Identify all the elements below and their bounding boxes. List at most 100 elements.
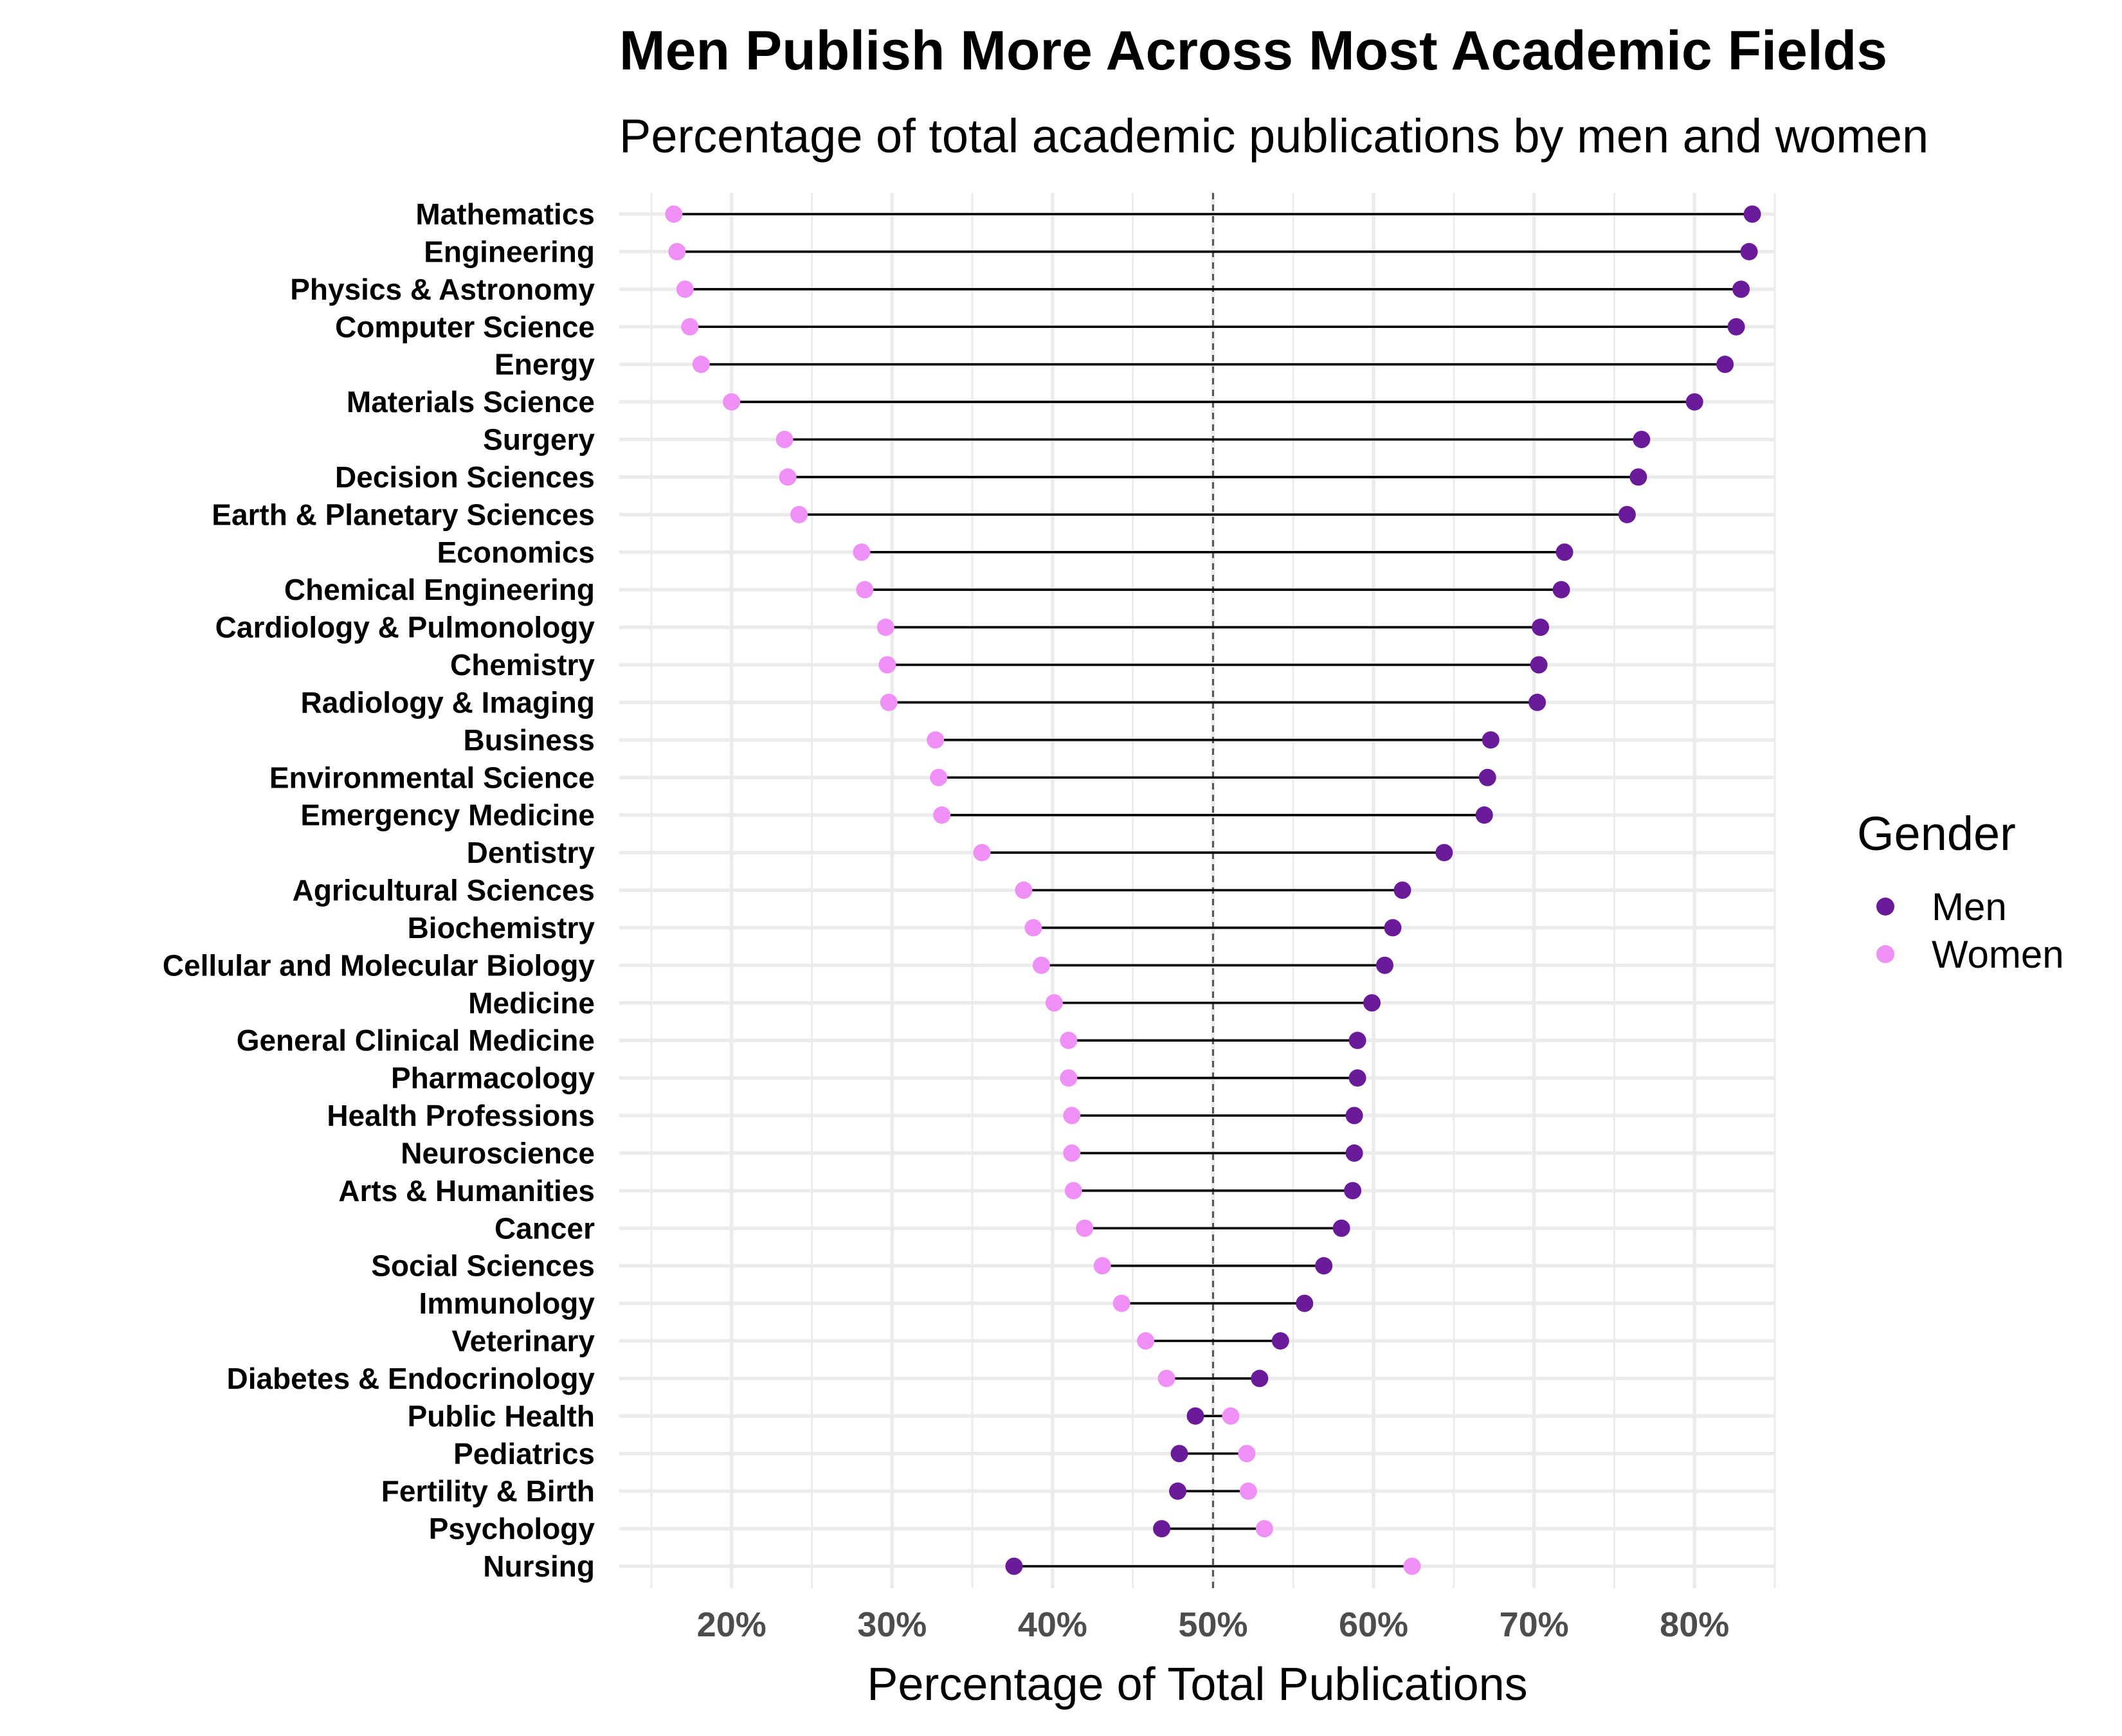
legend-items: Men Women bbox=[1876, 885, 2064, 976]
point-women bbox=[1064, 1182, 1082, 1200]
y-tick-label: Emergency Medicine bbox=[300, 799, 595, 832]
point-women bbox=[1063, 1107, 1081, 1125]
y-tick-label: Cardiology & Pulmonology bbox=[215, 611, 595, 644]
point-women bbox=[878, 656, 896, 674]
point-women bbox=[1060, 1031, 1078, 1049]
y-tick-label: Business bbox=[463, 723, 595, 757]
y-tick-label: Public Health bbox=[408, 1399, 595, 1433]
point-women bbox=[1239, 1482, 1257, 1500]
point-women bbox=[973, 844, 991, 862]
point-men bbox=[1344, 1182, 1362, 1200]
point-men bbox=[1528, 693, 1546, 711]
y-tick-label: Cellular and Molecular Biology bbox=[163, 948, 595, 982]
chart-title: Men Publish More Across Most Academic Fi… bbox=[619, 20, 1887, 82]
point-men bbox=[1740, 242, 1758, 260]
point-women bbox=[790, 505, 808, 523]
point-women bbox=[1112, 1294, 1130, 1312]
point-men bbox=[1629, 468, 1647, 486]
x-tick-label: 30% bbox=[857, 1605, 927, 1644]
point-women bbox=[692, 356, 710, 374]
point-men bbox=[1727, 318, 1745, 336]
point-men bbox=[1345, 1144, 1363, 1162]
point-men bbox=[1271, 1332, 1289, 1350]
y-tick-label: Energy bbox=[494, 348, 595, 381]
point-women bbox=[927, 731, 945, 749]
point-men bbox=[1478, 768, 1496, 786]
point-women bbox=[933, 806, 951, 824]
y-tick-label: Dentistry bbox=[467, 836, 595, 869]
point-men bbox=[1435, 844, 1453, 862]
point-men bbox=[1315, 1257, 1333, 1275]
point-men bbox=[1296, 1294, 1314, 1312]
y-tick-label: Nursing bbox=[483, 1550, 595, 1583]
point-women bbox=[856, 581, 874, 599]
point-men bbox=[1555, 543, 1573, 561]
point-women bbox=[723, 393, 741, 411]
plot-marks bbox=[665, 205, 1761, 1575]
point-men bbox=[1482, 731, 1500, 749]
point-women bbox=[930, 768, 948, 786]
y-tick-label: General Clinical Medicine bbox=[237, 1024, 595, 1057]
point-men bbox=[1618, 505, 1636, 523]
y-tick-label: Diabetes & Endocrinology bbox=[226, 1362, 595, 1395]
point-men bbox=[1552, 581, 1570, 599]
point-women bbox=[676, 280, 694, 298]
point-men bbox=[1743, 205, 1761, 223]
legend-key-women bbox=[1876, 945, 1894, 963]
point-men bbox=[1348, 1031, 1366, 1049]
point-men bbox=[1153, 1520, 1171, 1538]
point-men bbox=[1170, 1445, 1188, 1463]
point-women bbox=[1255, 1520, 1273, 1538]
point-women bbox=[853, 543, 871, 561]
y-tick-label: Physics & Astronomy bbox=[290, 273, 595, 306]
point-women bbox=[665, 205, 683, 223]
point-men bbox=[1393, 882, 1411, 899]
point-women bbox=[1024, 919, 1042, 937]
y-tick-label: Pediatrics bbox=[453, 1437, 595, 1470]
point-men bbox=[1251, 1370, 1269, 1388]
y-tick-label: Computer Science bbox=[335, 310, 595, 343]
point-women bbox=[876, 619, 894, 637]
point-women bbox=[880, 693, 898, 711]
x-axis-labels: 20% 30% 40% 50% 60% 70% 80% bbox=[697, 1605, 1730, 1644]
point-women bbox=[681, 318, 699, 336]
point-women bbox=[779, 468, 797, 486]
y-tick-label: Psychology bbox=[429, 1512, 595, 1546]
point-men bbox=[1716, 356, 1734, 374]
y-tick-label: Agricultural Sciences bbox=[293, 874, 595, 907]
point-men bbox=[1345, 1107, 1363, 1125]
point-men bbox=[1005, 1557, 1023, 1575]
x-tick-label: 50% bbox=[1178, 1605, 1247, 1644]
point-women bbox=[1063, 1144, 1081, 1162]
x-tick-label: 20% bbox=[697, 1605, 766, 1644]
y-tick-label: Biochemistry bbox=[408, 911, 595, 945]
y-tick-label: Earth & Planetary Sciences bbox=[212, 498, 595, 531]
point-men bbox=[1376, 956, 1394, 974]
x-axis-title: Percentage of Total Publications bbox=[867, 1659, 1527, 1710]
point-men bbox=[1348, 1069, 1366, 1087]
point-men bbox=[1363, 994, 1381, 1012]
legend-label-women: Women bbox=[1932, 933, 2064, 976]
chart-subtitle: Percentage of total academic publication… bbox=[619, 109, 1928, 163]
point-men bbox=[1332, 1219, 1350, 1237]
x-tick-label: 60% bbox=[1339, 1605, 1408, 1644]
point-men bbox=[1732, 280, 1750, 298]
y-tick-label: Pharmacology bbox=[391, 1062, 595, 1095]
y-tick-label: Materials Science bbox=[347, 385, 595, 419]
legend-title: Gender bbox=[1857, 807, 2016, 860]
legend: Gender Men Women bbox=[1857, 807, 2064, 976]
point-men bbox=[1633, 431, 1651, 448]
x-tick-label: 80% bbox=[1660, 1605, 1729, 1644]
point-women bbox=[1137, 1332, 1155, 1350]
y-tick-label: Engineering bbox=[424, 235, 595, 268]
y-tick-label: Veterinary bbox=[452, 1325, 595, 1358]
point-men bbox=[1169, 1482, 1187, 1500]
point-men bbox=[1532, 619, 1550, 637]
point-women bbox=[1403, 1557, 1421, 1575]
legend-label-men: Men bbox=[1932, 885, 2007, 928]
point-women bbox=[1157, 1370, 1175, 1388]
point-women bbox=[1045, 994, 1063, 1012]
x-tick-label: 70% bbox=[1500, 1605, 1569, 1644]
